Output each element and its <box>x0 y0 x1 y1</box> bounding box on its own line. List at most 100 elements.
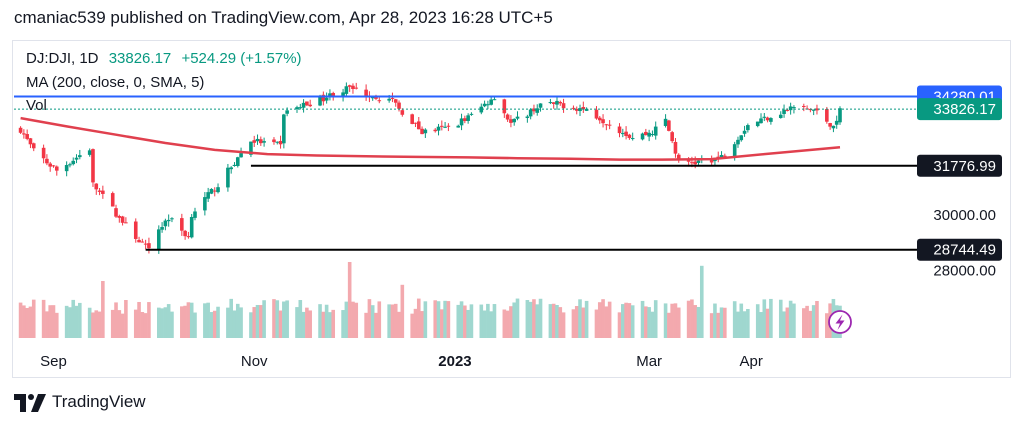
volume-bar-2023-02-16 <box>604 306 609 338</box>
volume-bar-2023-01-23 <box>525 300 530 338</box>
candle-body <box>137 239 141 243</box>
candle-body <box>68 164 72 166</box>
candle-body <box>354 87 359 89</box>
candle-body <box>670 132 674 142</box>
candle-body <box>828 123 832 127</box>
volume-bar-2023-04-06 <box>765 308 770 338</box>
candle-body <box>617 126 622 134</box>
time-axis[interactable]: Sep Nov 2023 Mar Apr <box>40 353 763 370</box>
candle-2022-09-08 <box>74 154 79 164</box>
horizontal-lines[interactable] <box>14 95 917 251</box>
candle-body <box>341 92 345 97</box>
candle-body <box>815 108 819 111</box>
candle-2022-12-28 <box>440 120 444 131</box>
candle-body <box>446 125 451 127</box>
volume-bar-2023-01-26 <box>535 304 540 338</box>
volume-bar-2022-11-11 <box>285 300 289 338</box>
volume-bar-2022-08-25 <box>28 306 33 338</box>
candle-body <box>18 127 23 133</box>
candle-body <box>597 117 602 121</box>
volume-bar-2023-01-31 <box>551 303 556 338</box>
candle-body <box>584 108 589 111</box>
candle-body <box>502 99 507 114</box>
candle-body <box>393 99 398 103</box>
candle-body <box>624 131 628 137</box>
volume-bar-2022-10-19 <box>209 312 214 338</box>
lightning-icon[interactable] <box>828 310 852 334</box>
candle-body <box>51 165 56 167</box>
chart-frame[interactable] <box>12 40 1011 378</box>
candle-2022-11-24 <box>328 89 332 101</box>
candle-2023-03-29 <box>739 135 744 142</box>
volume-bar-2022-12-08 <box>374 312 378 338</box>
candle-body <box>673 141 678 154</box>
volume-bar-2022-11-21 <box>318 304 322 338</box>
volume-bar-2023-01-24 <box>528 301 533 338</box>
volume-bar-2022-09-30 <box>147 302 151 338</box>
volume-bar-2022-12-09 <box>377 301 382 338</box>
candle-body <box>160 227 164 230</box>
candle-body <box>663 118 668 126</box>
candle-body <box>492 99 497 101</box>
candle-2023-02-20 <box>617 123 622 138</box>
candle-body <box>479 106 484 113</box>
candle-2023-02-27 <box>640 132 645 141</box>
volume-bar-2022-12-14 <box>393 303 398 338</box>
volume-bar-2022-11-07 <box>272 299 276 338</box>
candle-2022-09-02 <box>54 165 59 176</box>
volume-bar-2022-12-01 <box>351 301 355 338</box>
volume-bar-2022-09-19 <box>110 309 115 338</box>
candle-2022-10-25 <box>229 166 233 174</box>
candle-2023-01-09 <box>479 103 484 115</box>
volume-bar-2023-03-24 <box>723 307 727 338</box>
last-price-label-bg <box>917 98 1002 121</box>
candle-2022-11-16 <box>301 99 306 113</box>
candle-body <box>344 86 349 94</box>
candle-2022-09-27 <box>137 236 141 243</box>
candle-2022-08-22 <box>18 126 23 134</box>
candle-2022-10-07 <box>170 217 174 223</box>
volume-bar-2023-04-21 <box>815 300 819 338</box>
candle-2022-09-01 <box>51 165 56 168</box>
volume-bar-2023-04-05 <box>762 299 767 338</box>
volume-bar-2023-04-04 <box>759 312 763 338</box>
x-tick-Nov: Nov <box>241 353 268 370</box>
candle-body <box>120 216 125 223</box>
candle-body <box>347 85 352 87</box>
volume-bar-2022-11-16 <box>301 311 306 338</box>
candle-body <box>505 114 510 120</box>
volume-bar-2023-02-03 <box>561 312 566 338</box>
candle-2023-02-15 <box>601 114 605 128</box>
volume-bar-2022-08-22 <box>18 302 23 338</box>
candle-2022-09-15 <box>97 188 102 196</box>
volume-bar-2023-01-12 <box>489 311 493 338</box>
volume-bar-2022-12-06 <box>367 299 372 338</box>
legend-ma[interactable]: MA (200, close, 0, SMA, 5) <box>26 74 205 91</box>
candle-2022-12-19 <box>410 113 414 125</box>
candle-body <box>298 107 303 109</box>
legend-symbol[interactable]: DJ:DJI, 1D 33826.17 +524.29 (+1.57%) <box>26 50 302 67</box>
candle-2022-11-17 <box>305 101 309 107</box>
candle-body <box>686 160 691 162</box>
candle-2023-02-14 <box>597 115 602 124</box>
candle-body <box>97 190 102 192</box>
candle-body <box>203 197 207 211</box>
candle-2023-01-16 <box>502 98 507 118</box>
footer-brand[interactable]: TradingView <box>14 392 146 412</box>
y-tick-30000.00: 30000.00 <box>933 207 996 224</box>
volume-bar-2022-10-12 <box>186 302 191 338</box>
candle-2022-09-06 <box>68 162 72 168</box>
volume-bar-2022-10-11 <box>183 305 187 338</box>
candle-2023-01-06 <box>469 112 474 116</box>
candle-body <box>696 160 701 163</box>
price-axis[interactable]: 28000.00 30000.00 <box>933 207 996 279</box>
candle-body <box>377 100 382 102</box>
candle-body <box>755 121 760 127</box>
candle-body <box>551 102 556 104</box>
candle-2022-11-08 <box>275 141 280 145</box>
candle-2022-09-19 <box>110 191 115 207</box>
legend-volume[interactable]: Vol <box>26 97 47 114</box>
candle-body <box>482 103 487 107</box>
candle-body <box>183 230 187 237</box>
